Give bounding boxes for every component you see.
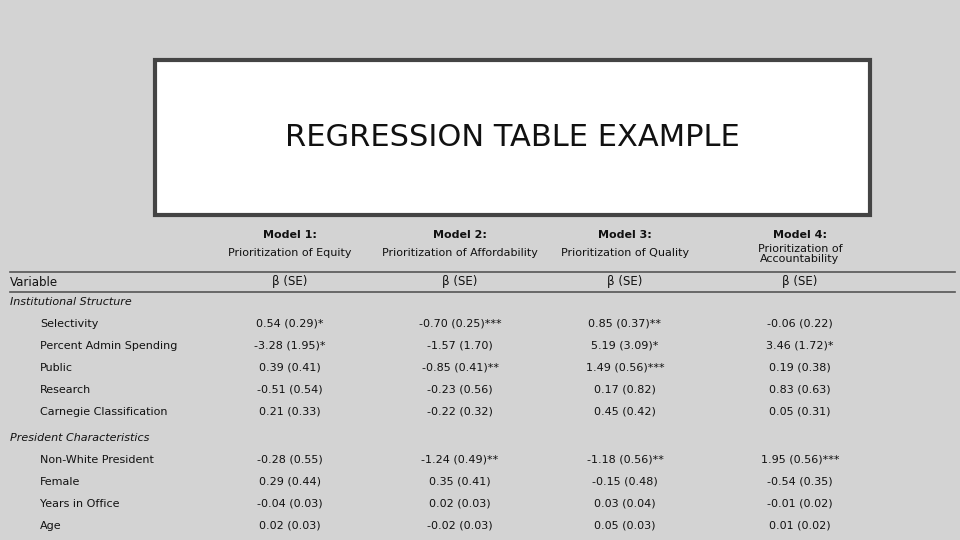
Text: Model 1:: Model 1: bbox=[263, 230, 317, 240]
Text: -0.22 (0.32): -0.22 (0.32) bbox=[427, 407, 492, 417]
Text: Research: Research bbox=[40, 385, 91, 395]
Text: Prioritization of Equity: Prioritization of Equity bbox=[228, 248, 351, 258]
Text: 0.45 (0.42): 0.45 (0.42) bbox=[594, 407, 656, 417]
Text: Prioritization of: Prioritization of bbox=[757, 244, 842, 254]
Text: -0.28 (0.55): -0.28 (0.55) bbox=[257, 455, 323, 465]
Text: 0.05 (0.03): 0.05 (0.03) bbox=[594, 521, 656, 531]
Text: 1.49 (0.56)***: 1.49 (0.56)*** bbox=[586, 363, 664, 373]
Text: 0.85 (0.37)**: 0.85 (0.37)** bbox=[588, 319, 661, 329]
Text: 0.05 (0.31): 0.05 (0.31) bbox=[769, 407, 830, 417]
Text: Non-White President: Non-White President bbox=[40, 455, 154, 465]
Text: Years in Office: Years in Office bbox=[40, 499, 119, 509]
Text: 0.54 (0.29)*: 0.54 (0.29)* bbox=[256, 319, 324, 329]
Text: Model 4:: Model 4: bbox=[773, 230, 827, 240]
FancyBboxPatch shape bbox=[155, 60, 870, 215]
Text: Institutional Structure: Institutional Structure bbox=[10, 297, 132, 307]
Text: 0.01 (0.02): 0.01 (0.02) bbox=[769, 521, 830, 531]
Text: Model 3:: Model 3: bbox=[598, 230, 652, 240]
Text: Prioritization of Quality: Prioritization of Quality bbox=[561, 248, 689, 258]
Text: β (SE): β (SE) bbox=[443, 275, 478, 288]
Text: Age: Age bbox=[40, 521, 61, 531]
Text: 0.35 (0.41): 0.35 (0.41) bbox=[429, 477, 491, 487]
Text: -0.54 (0.35): -0.54 (0.35) bbox=[767, 477, 833, 487]
Text: Selectivity: Selectivity bbox=[40, 319, 98, 329]
Text: 0.83 (0.63): 0.83 (0.63) bbox=[769, 385, 830, 395]
Text: -0.02 (0.03): -0.02 (0.03) bbox=[427, 521, 492, 531]
Text: β (SE): β (SE) bbox=[782, 275, 818, 288]
Text: 5.19 (3.09)*: 5.19 (3.09)* bbox=[591, 341, 659, 351]
Text: Prioritization of Affordability: Prioritization of Affordability bbox=[382, 248, 538, 258]
Text: Percent Admin Spending: Percent Admin Spending bbox=[40, 341, 178, 351]
Text: 0.02 (0.03): 0.02 (0.03) bbox=[259, 521, 321, 531]
Text: President Characteristics: President Characteristics bbox=[10, 433, 150, 443]
Text: -3.28 (1.95)*: -3.28 (1.95)* bbox=[254, 341, 325, 351]
Text: Female: Female bbox=[40, 477, 81, 487]
Text: β (SE): β (SE) bbox=[273, 275, 308, 288]
Text: Public: Public bbox=[40, 363, 73, 373]
Text: 0.02 (0.03): 0.02 (0.03) bbox=[429, 499, 491, 509]
Text: 0.39 (0.41): 0.39 (0.41) bbox=[259, 363, 321, 373]
Text: -0.23 (0.56): -0.23 (0.56) bbox=[427, 385, 492, 395]
Text: 0.21 (0.33): 0.21 (0.33) bbox=[259, 407, 321, 417]
Text: -0.85 (0.41)**: -0.85 (0.41)** bbox=[421, 363, 498, 373]
Text: -0.06 (0.22): -0.06 (0.22) bbox=[767, 319, 833, 329]
Text: -1.57 (1.70): -1.57 (1.70) bbox=[427, 341, 492, 351]
Text: -0.51 (0.54): -0.51 (0.54) bbox=[257, 385, 323, 395]
Text: Model 2:: Model 2: bbox=[433, 230, 487, 240]
Text: β (SE): β (SE) bbox=[608, 275, 642, 288]
Text: -1.18 (0.56)**: -1.18 (0.56)** bbox=[587, 455, 663, 465]
Text: 1.95 (0.56)***: 1.95 (0.56)*** bbox=[760, 455, 839, 465]
Text: -0.01 (0.02): -0.01 (0.02) bbox=[767, 499, 833, 509]
Text: Accountability: Accountability bbox=[760, 254, 840, 264]
Text: -0.04 (0.03): -0.04 (0.03) bbox=[257, 499, 323, 509]
Text: 0.03 (0.04): 0.03 (0.04) bbox=[594, 499, 656, 509]
Text: 0.17 (0.82): 0.17 (0.82) bbox=[594, 385, 656, 395]
Text: REGRESSION TABLE EXAMPLE: REGRESSION TABLE EXAMPLE bbox=[285, 123, 740, 152]
Text: 3.46 (1.72)*: 3.46 (1.72)* bbox=[766, 341, 833, 351]
Text: 0.19 (0.38): 0.19 (0.38) bbox=[769, 363, 830, 373]
Text: -0.70 (0.25)***: -0.70 (0.25)*** bbox=[419, 319, 501, 329]
Text: -0.15 (0.48): -0.15 (0.48) bbox=[592, 477, 658, 487]
Text: 0.29 (0.44): 0.29 (0.44) bbox=[259, 477, 321, 487]
Text: -1.24 (0.49)**: -1.24 (0.49)** bbox=[421, 455, 498, 465]
Text: Variable: Variable bbox=[10, 275, 59, 288]
Text: Carnegie Classification: Carnegie Classification bbox=[40, 407, 167, 417]
